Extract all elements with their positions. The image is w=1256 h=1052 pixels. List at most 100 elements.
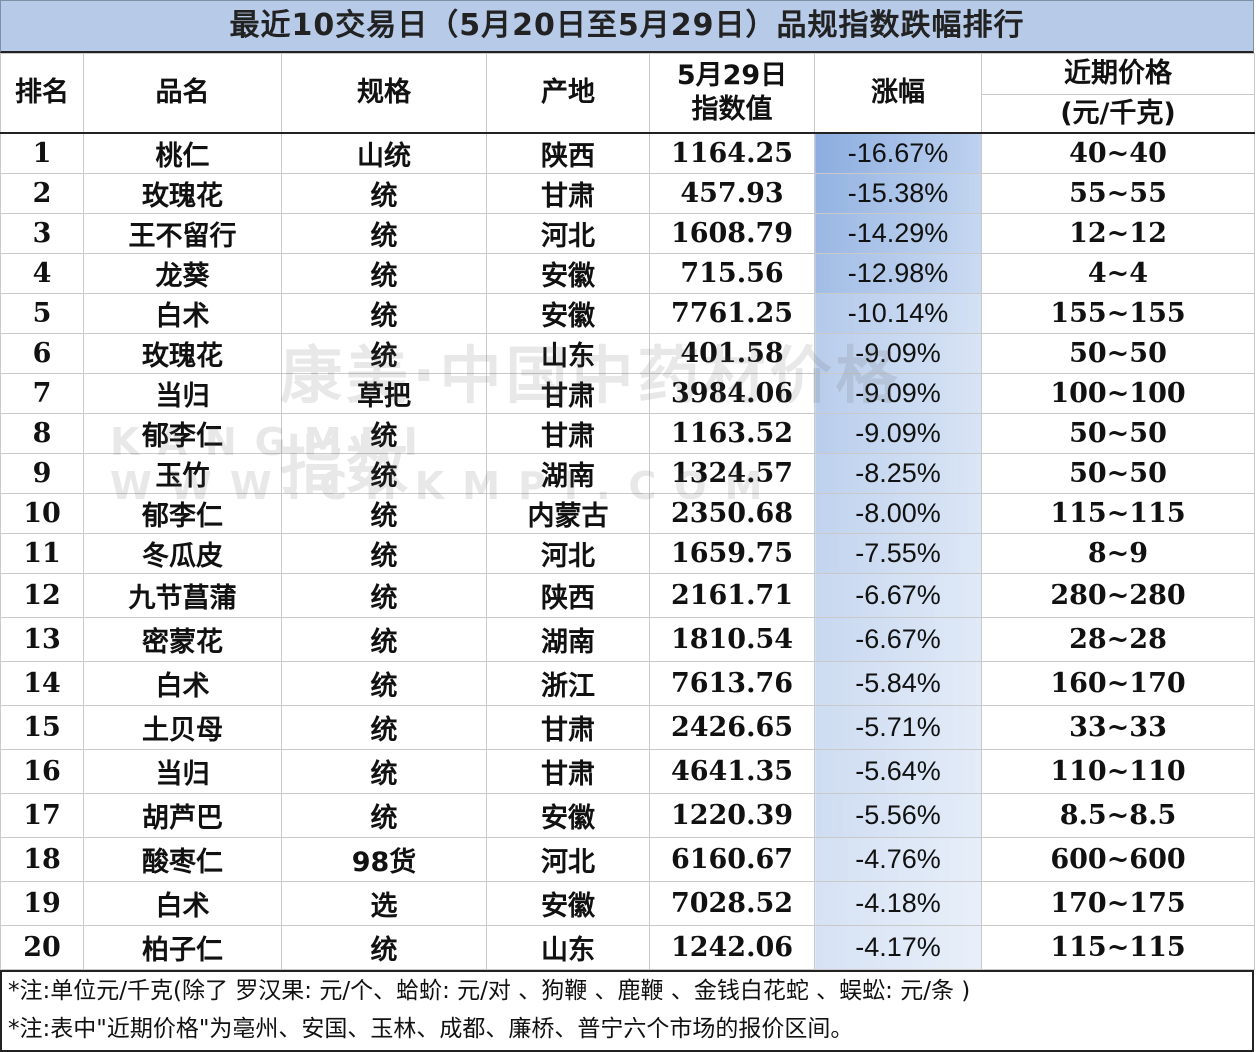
header-index: 5月29日 指数值	[649, 53, 815, 134]
origin-cell: 甘肃	[486, 413, 650, 454]
table-row: 8 郁李仁统甘肃 1163.52 -9.09% 50~50	[0, 413, 1255, 454]
rank-cell: 1	[0, 132, 84, 174]
rank-cell: 4	[0, 253, 84, 294]
origin-cell: 内蒙古	[486, 493, 650, 534]
rank-cell: 17	[0, 793, 84, 838]
price-cell: 100~100	[981, 373, 1255, 414]
name-cell: 当归	[83, 749, 282, 794]
name-cell: 酸枣仁	[83, 837, 282, 882]
name-cell: 柏子仁	[83, 925, 282, 970]
rank-cell: 19	[0, 881, 84, 926]
price-cell: 40~40	[981, 132, 1255, 174]
name-cell: 白术	[83, 881, 282, 926]
spec-cell: 统	[281, 413, 487, 454]
rank-cell: 5	[0, 293, 84, 334]
rank-cell: 9	[0, 453, 84, 494]
origin-cell: 河北	[486, 213, 650, 254]
rank-cell: 14	[0, 661, 84, 706]
price-cell: 155~155	[981, 293, 1255, 334]
price-cell: 8~9	[981, 533, 1255, 574]
origin-cell: 安徽	[486, 293, 650, 334]
spec-cell: 统	[281, 493, 487, 534]
change-cell: -4.17%	[814, 925, 982, 970]
header-origin: 产地	[486, 53, 650, 134]
name-cell: 白术	[83, 293, 282, 334]
index-cell: 1163.52	[649, 413, 815, 454]
table-row: 14 白术统浙江 7613.76 -5.84% 160~170	[0, 661, 1255, 706]
header-price-line2: (元/千克)	[1060, 98, 1176, 129]
price-cell: 50~50	[981, 413, 1255, 454]
table-row: 6 玫瑰花统山东 401.58 -9.09% 50~50	[0, 333, 1255, 374]
change-cell: -8.25%	[814, 453, 982, 494]
price-cell: 33~33	[981, 705, 1255, 750]
header-name: 品名	[83, 53, 282, 134]
change-cell: -9.09%	[814, 373, 982, 414]
origin-cell: 甘肃	[486, 749, 650, 794]
table-row: 13 密蒙花统湖南 1810.54 -6.67% 28~28	[0, 617, 1255, 662]
index-cell: 1164.25	[649, 132, 815, 174]
name-cell: 郁李仁	[83, 413, 282, 454]
change-cell: -6.67%	[814, 573, 982, 618]
table-row: 15 土贝母统甘肃 2426.65 -5.71% 33~33	[0, 705, 1255, 750]
name-cell: 郁李仁	[83, 493, 282, 534]
change-cell: -4.18%	[814, 881, 982, 926]
rank-cell: 2	[0, 173, 84, 214]
name-cell: 玉竹	[83, 453, 282, 494]
change-cell: -5.84%	[814, 661, 982, 706]
rank-cell: 20	[0, 925, 84, 970]
table-title: 最近10交易日（5月20日至5月29日）品规指数跌幅排行	[229, 8, 1025, 43]
index-cell: 7028.52	[649, 881, 815, 926]
change-cell: -9.09%	[814, 333, 982, 374]
change-cell: -5.64%	[814, 749, 982, 794]
name-cell: 玫瑰花	[83, 173, 282, 214]
ranking-table: 排名 品名 规格 产地 5月29日 指数值 涨幅 近期价格 (元/千克) 1 桃仁…	[0, 53, 1255, 970]
origin-cell: 安徽	[486, 253, 650, 294]
origin-cell: 湖南	[486, 453, 650, 494]
index-cell: 1659.75	[649, 533, 815, 574]
table-row: 17 胡芦巴统安徽 1220.39 -5.56% 8.5~8.5	[0, 793, 1255, 838]
origin-cell: 河北	[486, 837, 650, 882]
price-cell: 115~115	[981, 493, 1255, 534]
name-cell: 密蒙花	[83, 617, 282, 662]
price-cell: 115~115	[981, 925, 1255, 970]
origin-cell: 甘肃	[486, 373, 650, 414]
index-cell: 7613.76	[649, 661, 815, 706]
price-cell: 170~175	[981, 881, 1255, 926]
name-cell: 冬瓜皮	[83, 533, 282, 574]
origin-cell: 山东	[486, 333, 650, 374]
table-row: 19 白术选安徽 7028.52 -4.18% 170~175	[0, 881, 1255, 926]
index-cell: 2350.68	[649, 493, 815, 534]
change-cell: -5.56%	[814, 793, 982, 838]
index-cell: 1810.54	[649, 617, 815, 662]
origin-cell: 陕西	[486, 132, 650, 174]
name-cell: 胡芦巴	[83, 793, 282, 838]
table-row: 10 郁李仁统内蒙古 2350.68 -8.00% 115~115	[0, 493, 1255, 534]
index-cell: 1242.06	[649, 925, 815, 970]
rank-cell: 11	[0, 533, 84, 574]
index-cell: 2426.65	[649, 705, 815, 750]
index-cell: 715.56	[649, 253, 815, 294]
table-row: 20 柏子仁统山东 1242.06 -4.17% 115~115	[0, 925, 1255, 970]
origin-cell: 山东	[486, 925, 650, 970]
notes-box: *注:单位元/千克(除了 罗汉果: 元/个、蛤蚧: 元/对 、狗鞭 、鹿鞭 、金…	[0, 970, 1254, 1052]
rank-cell: 12	[0, 573, 84, 618]
name-cell: 白术	[83, 661, 282, 706]
spec-cell: 统	[281, 573, 487, 618]
table-title-bar: 最近10交易日（5月20日至5月29日）品规指数跌幅排行	[0, 0, 1254, 53]
spec-cell: 98货	[281, 837, 487, 882]
change-cell: -4.76%	[814, 837, 982, 882]
header-price: 近期价格 (元/千克)	[981, 53, 1255, 134]
price-cell: 8.5~8.5	[981, 793, 1255, 838]
origin-cell: 湖南	[486, 617, 650, 662]
change-cell: -7.55%	[814, 533, 982, 574]
change-cell: -6.67%	[814, 617, 982, 662]
table-body: 1 桃仁 山统 陕西 1164.25 -16.67% 40~40 2 玫瑰花统甘肃 457.93-…	[0, 132, 1255, 970]
rank-cell: 7	[0, 373, 84, 414]
spec-cell: 统	[281, 705, 487, 750]
name-cell: 桃仁	[83, 132, 282, 174]
price-cell: 4~4	[981, 253, 1255, 294]
change-cell: -14.29%	[814, 213, 982, 254]
name-cell: 玫瑰花	[83, 333, 282, 374]
table-row: 3 王不留行统河北 1608.79 -14.29% 12~12	[0, 213, 1255, 254]
index-cell: 1220.39	[649, 793, 815, 838]
